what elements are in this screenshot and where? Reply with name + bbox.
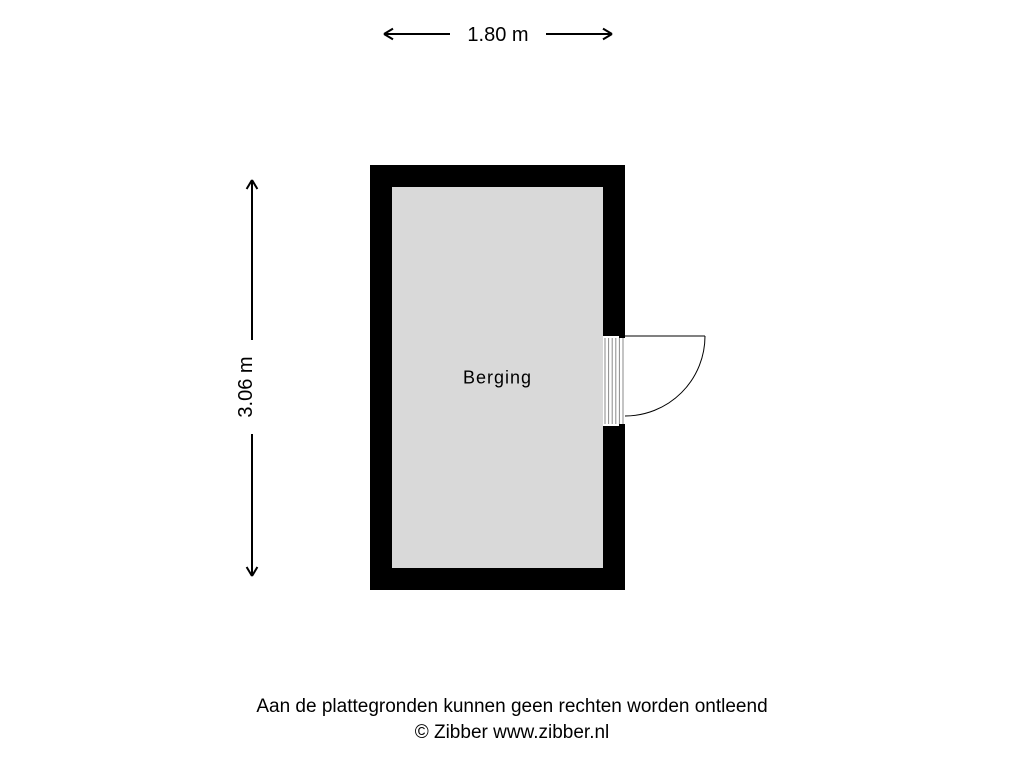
door-swing-arc [625, 336, 705, 416]
dim-width-label: 1.80 m [467, 24, 528, 46]
copyright-line: © Zibber www.zibber.nl [0, 722, 1024, 744]
dim-height-label: 3.06 m [235, 356, 257, 417]
room-label: Berging [463, 368, 532, 388]
door-post-top [619, 334, 625, 338]
door-opening [603, 336, 625, 426]
door-post-bottom [619, 424, 625, 428]
floorplan-canvas: Berging 1.80 m 3.06 m Aan de plattegronden… [0, 0, 1024, 768]
floorplan-svg: Berging 1.80 m 3.06 m [0, 0, 1024, 768]
disclaimer-line-1: Aan de plattegronden kunnen geen rechten… [0, 696, 1024, 718]
